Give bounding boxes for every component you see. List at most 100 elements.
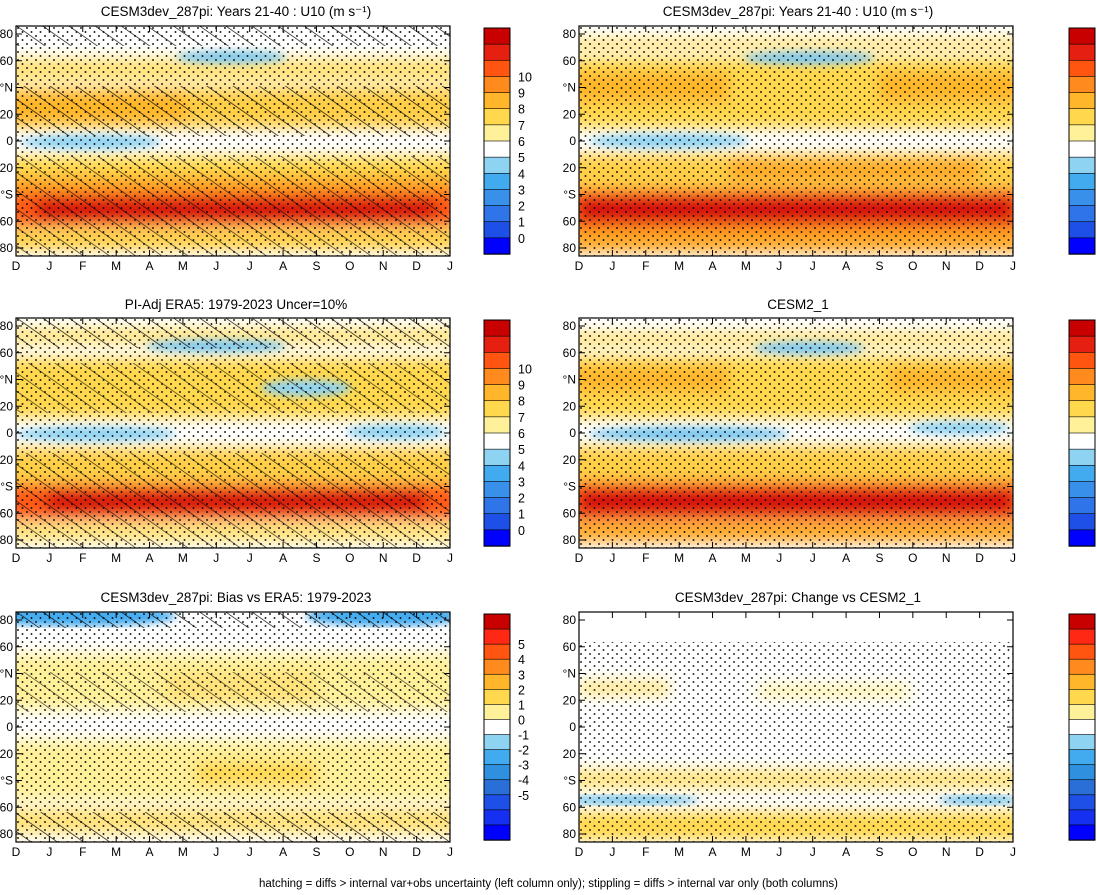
colorbar-swatch: [483, 43, 511, 61]
panel-3-title: PI-Adj ERA5: 1979-2023 Uncer=10%: [125, 297, 348, 312]
colorbar-swatch: [483, 704, 511, 721]
y-tick-label: 20: [0, 453, 13, 467]
x-tick-label: D: [975, 551, 984, 565]
y-tick-label: °N: [0, 667, 13, 681]
x-tick-label: D: [412, 259, 421, 273]
colorbar-swatch: [483, 779, 511, 796]
colorbar-swatch: [1068, 529, 1096, 547]
x-tick-label: O: [908, 259, 917, 273]
colorbar-swatch: [483, 76, 511, 94]
colorbar-label: 8: [518, 395, 525, 409]
x-tick-label: D: [575, 259, 584, 273]
colorbar-swatch: [1068, 189, 1096, 207]
x-tick-label: A: [709, 551, 717, 565]
colorbar-swatch: [1068, 319, 1096, 337]
x-tick-label: N: [942, 259, 951, 273]
x-tick-label: F: [642, 259, 649, 273]
colorbar-swatch: [483, 734, 511, 751]
colorbar-swatch: [1068, 368, 1096, 386]
panel-4-plot: [579, 318, 1013, 548]
colorbar-swatch: [483, 613, 511, 630]
x-tick-label: J: [810, 551, 816, 565]
x-tick-label: J: [247, 551, 253, 565]
y-tick-label: 80: [563, 533, 577, 547]
x-tick-label: S: [312, 259, 320, 273]
x-tick-label: A: [842, 551, 850, 565]
x-tick-label: N: [942, 845, 951, 859]
colorbar-swatch: [1068, 448, 1096, 466]
colorbar-label: 2: [518, 200, 525, 214]
x-tick-label: M: [178, 845, 188, 859]
colorbar-frame: [483, 613, 511, 841]
colorbar-label: 4: [518, 167, 525, 181]
x-tick-label: M: [741, 551, 751, 565]
panel-1: CESM3dev_287pi: Years 21-40 : U10 (m s⁻¹…: [15, 4, 451, 257]
x-tick-label: A: [146, 845, 154, 859]
y-tick-label: 0: [569, 426, 576, 440]
panel-6: CESM3dev_287pi: Change vs CESM2_1: [578, 590, 1014, 843]
colorbar-label: -5: [518, 789, 529, 803]
x-tick-label: D: [12, 551, 21, 565]
colorbar-swatch: [1068, 140, 1096, 158]
x-tick-label: M: [674, 551, 684, 565]
y-tick-label: 60: [0, 800, 13, 814]
colorbar-swatch: [1068, 221, 1096, 239]
panel-4-axes: 80 60 °N 20 0 20 °S 60 80 D J F M A M J J A S O N D J: [563, 318, 1016, 565]
panel-1-plot: [16, 26, 450, 256]
y-tick-label: 0: [6, 426, 13, 440]
colorbar-swatch: [1068, 59, 1096, 78]
hatch-region-mid: [16, 363, 450, 413]
x-tick-label: A: [842, 259, 850, 273]
y-tick-label: 20: [0, 161, 13, 175]
colorbar-swatch: [483, 628, 511, 645]
y-tick-label: 80: [563, 241, 577, 255]
colorbar-swatch: [1068, 124, 1096, 142]
colorbar-swatch: [1068, 497, 1096, 515]
x-tick-label: A: [842, 845, 850, 859]
y-tick-label: 80: [0, 319, 13, 333]
colorbar-swatch: [483, 237, 511, 255]
panel-2: CESM3dev_287pi: Years 21-40 : U10 (m s⁻¹…: [578, 4, 1014, 257]
colorbar-swatch: [483, 432, 511, 450]
x-tick-label: J: [776, 845, 782, 859]
colorbar-swatch: [1068, 734, 1096, 751]
colorbar-swatch: [1068, 335, 1096, 353]
colorbar-swatch: [483, 719, 511, 736]
panel-6-title: CESM3dev_287pi: Change vs CESM2_1: [675, 590, 921, 605]
hatch-region-south: [16, 812, 450, 842]
colorbar-label: 7: [518, 119, 525, 133]
y-tick-label: °N: [563, 373, 576, 387]
y-tick-label: 80: [0, 241, 13, 255]
y-tick-label: 80: [0, 827, 13, 841]
colorbar-swatch: [1068, 432, 1096, 450]
x-tick-label: J: [213, 551, 219, 565]
panel-3-plot: [16, 318, 450, 548]
y-tick-label: 60: [563, 214, 577, 228]
y-tick-label: 60: [0, 214, 13, 228]
colorbar-swatch: [483, 400, 511, 418]
x-tick-label: J: [810, 845, 816, 859]
x-tick-label: A: [146, 259, 154, 273]
panel-5-title: CESM3dev_287pi: Bias vs ERA5: 1979-2023: [101, 590, 372, 605]
colorbar-label: 0: [518, 713, 525, 727]
colorbar-swatch: [1068, 613, 1096, 630]
y-tick-label: 0: [6, 134, 13, 148]
colorbar-frame: [483, 319, 511, 547]
y-tick-label: 80: [563, 27, 577, 41]
panel-2-axes: 80 60 °N 20 0 20 °S 60 80 D J F M A M J J A S O N D J: [563, 26, 1016, 273]
colorbar-swatch: [1068, 513, 1096, 531]
colorbar-swatch: [483, 221, 511, 239]
footnote: hatching = diffs > internal var+obs unce…: [258, 878, 839, 890]
x-tick-label: A: [279, 845, 287, 859]
colorbar-label: -4: [518, 774, 529, 788]
y-tick-label: 80: [0, 613, 13, 627]
colorbar-swatch: [483, 824, 511, 841]
x-tick-label: J: [1010, 551, 1016, 565]
colorbar-label: 5: [518, 638, 525, 652]
colorbar-label: 1: [518, 698, 525, 712]
x-tick-label: A: [709, 259, 717, 273]
x-tick-label: A: [146, 551, 154, 565]
colorbar-swatch: [1068, 749, 1096, 766]
